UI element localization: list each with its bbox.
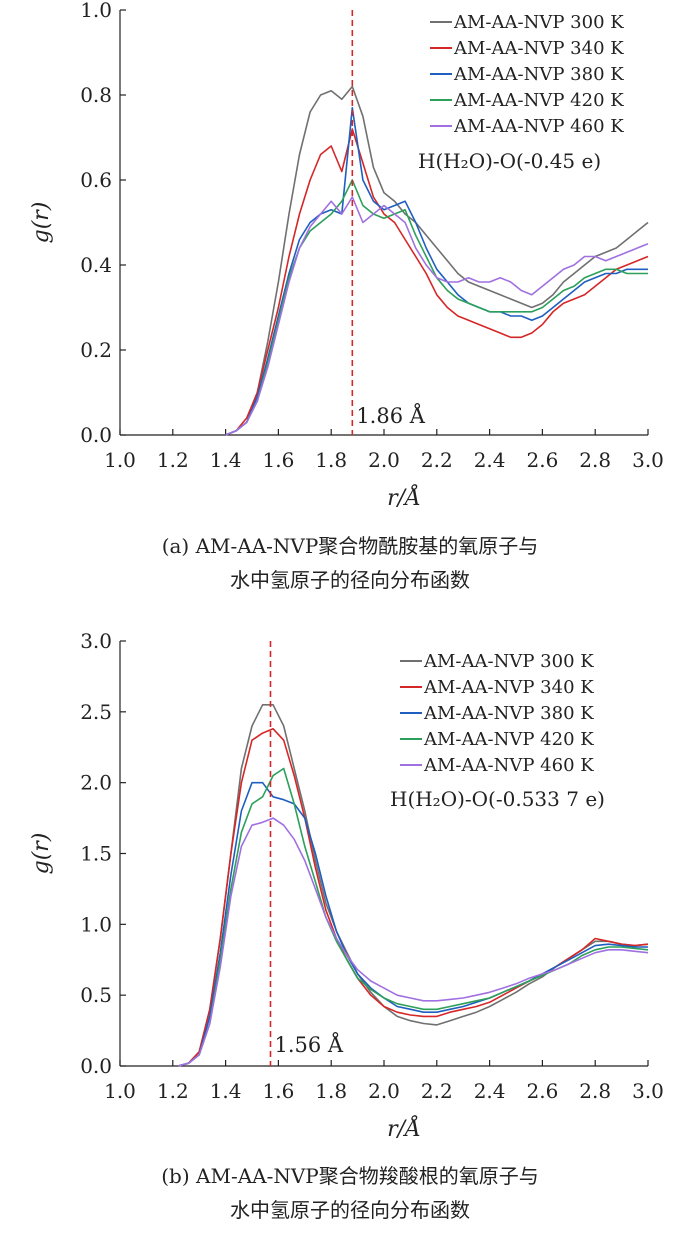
series-line-am-aa-nvp-340-k	[225, 128, 649, 436]
y-tick-label: 0.4	[80, 253, 112, 277]
legend-entry: AM-AA-NVP 300 K	[453, 12, 624, 33]
series-line-am-aa-nvp-380-k	[225, 107, 648, 436]
legend-entry: AM-AA-NVP 300 K	[423, 651, 594, 672]
x-tick-label: 2.4	[474, 1079, 506, 1103]
y-tick-label: 1.0	[80, 912, 112, 936]
x-tick-label: 2.8	[579, 1079, 611, 1103]
x-tick-label: 1.6	[262, 1079, 294, 1103]
legend-entry: AM-AA-NVP 380 K	[453, 64, 624, 85]
x-tick-label: 1.2	[157, 448, 189, 472]
x-tick-label: 1.0	[104, 448, 136, 472]
x-tick-label: 2.6	[526, 1079, 558, 1103]
y-tick-label: 0.0	[80, 1054, 112, 1078]
y-axis-label: g(r)	[29, 202, 54, 244]
chart-panel-a: 1.0 1.2 1.4 1.6 1.8 2.0 2.2 2.4 2.6 2.8 3.0 0.0 0.2 0…	[29, 0, 664, 592]
x-axis-label: r/Å	[387, 1114, 421, 1142]
series-line-am-aa-nvp-300-k	[225, 85, 649, 436]
peak-label: 1.86 Å	[356, 403, 425, 428]
y-tick-label: 0.2	[80, 338, 112, 362]
legend-entry: AM-AA-NVP 420 K	[423, 729, 594, 750]
x-tick-label: 1.0	[104, 1079, 136, 1103]
x-tick-label: 3.0	[632, 1079, 664, 1103]
x-tick-label: 1.4	[210, 448, 242, 472]
y-tick-label: 0.6	[80, 168, 112, 192]
legend-entry: AM-AA-NVP 340 K	[423, 677, 594, 698]
condition-label: H(H₂O)-O(-0.45 e)	[418, 149, 601, 173]
peak-label: 1.56 Å	[274, 1032, 343, 1057]
x-tick-label: 2.4	[474, 448, 506, 472]
legend-entry: AM-AA-NVP 460 K	[423, 755, 594, 776]
x-tick-label: 2.0	[368, 448, 400, 472]
y-tick-label: 1.0	[80, 0, 112, 22]
legend-entry: AM-AA-NVP 460 K	[453, 116, 624, 137]
condition-label: H(H₂O)-O(-0.533 7 e)	[390, 787, 605, 811]
x-tick-label: 2.2	[421, 1079, 453, 1103]
x-tick-label: 2.8	[579, 448, 611, 472]
y-tick-label: 2.0	[80, 771, 112, 795]
x-tick-label: 1.6	[262, 448, 294, 472]
series-line-am-aa-nvp-340-k	[177, 727, 649, 1067]
x-tick-label: 1.8	[315, 448, 347, 472]
y-tick-label: 0.8	[80, 83, 112, 107]
legend-entry: AM-AA-NVP 380 K	[423, 703, 594, 724]
series-line-am-aa-nvp-460-k	[177, 817, 649, 1067]
chart-panel-b: 1.0 1.2 1.4 1.6 1.8 2.0 2.2 2.4 2.6 2.8 3.0 0.0 0.5 1…	[29, 629, 664, 1222]
figure-caption-line-1: (a) AM-AA-NVP聚合物酰胺基的氧原子与	[162, 534, 539, 558]
y-tick-label: 2.5	[80, 700, 112, 724]
x-tick-label: 1.4	[210, 1079, 242, 1103]
series-line-am-aa-nvp-380-k	[177, 781, 648, 1067]
y-tick-label: 1.5	[80, 842, 112, 866]
y-tick-label: 0.0	[80, 423, 112, 447]
y-tick-label: 0.5	[80, 983, 112, 1007]
x-tick-label: 2.2	[421, 448, 453, 472]
x-axis-label: r/Å	[387, 483, 421, 511]
y-tick-label: 3.0	[80, 629, 112, 653]
x-tick-label: 1.2	[157, 1079, 189, 1103]
figure-caption-line-2: 水中氢原子的径向分布函数	[230, 1198, 470, 1222]
y-axis-label: g(r)	[29, 833, 54, 875]
figure-caption-line-1: (b) AM-AA-NVP聚合物羧酸根的氧原子与	[161, 1164, 539, 1188]
legend-entry: AM-AA-NVP 340 K	[453, 38, 624, 59]
x-tick-label: 2.6	[526, 448, 558, 472]
x-tick-label: 1.8	[315, 1079, 347, 1103]
legend-entry: AM-AA-NVP 420 K	[453, 90, 624, 111]
x-tick-label: 2.0	[368, 1079, 400, 1103]
series-line-am-aa-nvp-460-k	[225, 196, 649, 436]
figure-caption-line-2: 水中氢原子的径向分布函数	[230, 568, 470, 592]
x-tick-label: 3.0	[632, 448, 664, 472]
